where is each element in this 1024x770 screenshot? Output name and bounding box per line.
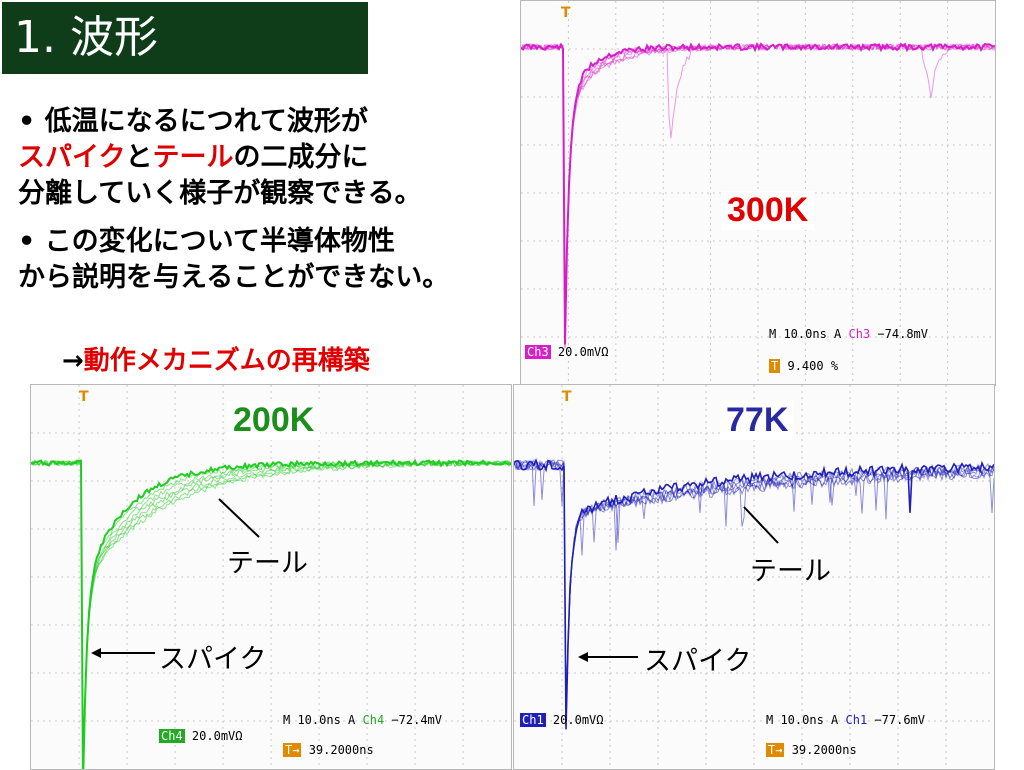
trigger-mode-77k: A — [831, 713, 839, 727]
extra-readout-300k: T 9.400 % — [769, 359, 838, 373]
trigger-ch-77k: Ch1 — [845, 713, 868, 727]
bullet-1-line3: 分離していく様子が観察できる。 — [18, 178, 422, 209]
trace-300k — [521, 42, 995, 345]
oscilloscope-300k: T 300K Ch3 20.0mVΩ M 10.0ns A Ch3 −74.8m… — [520, 0, 996, 386]
spike-term: スパイク — [18, 142, 126, 173]
trace-300k — [521, 43, 995, 348]
channel-readout-200k: Ch4 20.0mVΩ — [159, 729, 243, 743]
trace-300k — [521, 43, 995, 348]
trigger-position-icon: T — [561, 5, 571, 21]
ch-scale-200k: 20.0mVΩ — [191, 729, 243, 743]
trace-300k — [521, 43, 995, 348]
bullet-1-rest: の二成分に — [233, 142, 369, 173]
scope-77k-plot: T — [514, 385, 994, 769]
channel-readout-77k: Ch1 20.0mVΩ — [520, 713, 604, 727]
timebase-readout-300k: M 10.0ns A Ch3 −74.8mV — [769, 327, 928, 341]
temp-label-77k: 77K — [720, 401, 795, 440]
trace-300k — [521, 42, 995, 345]
tail-pointer-arrow — [743, 506, 779, 544]
slide-title: 1. 波形 — [2, 2, 368, 74]
extra-value-200k: 39.2000ns — [308, 743, 374, 757]
trigger-marker-icon: T→ — [283, 743, 302, 757]
trace-200k — [31, 460, 511, 769]
oscilloscope-77k: T 77K テール スパイク Ch1 20.0mVΩ M 10.0ns A Ch… — [513, 384, 995, 770]
trace-77k — [514, 459, 994, 725]
trigger-mode-200k: A — [348, 713, 356, 727]
trigger-mode-300k: A — [834, 327, 842, 341]
bullet-1: • 低温になるにつれて波形が スパイクとテールの二成分に 分離していく様子が観察… — [18, 106, 422, 209]
arrow-icon: → — [62, 346, 84, 376]
scope-grid — [31, 385, 511, 769]
timebase-300k: M 10.0ns — [769, 327, 827, 341]
oscilloscope-200k: T 200K テール スパイク Ch4 20.0mVΩ M 10.0ns A C… — [30, 384, 512, 770]
arrowhead-icon — [91, 648, 101, 658]
tail-pointer-arrow — [218, 498, 260, 538]
trace-200k — [31, 459, 511, 769]
arrowhead-icon — [578, 652, 588, 662]
bullet-1-conj: と — [125, 142, 153, 173]
trigger-level-77k: −77.6mV — [874, 713, 925, 727]
trace-200k — [31, 459, 511, 769]
spike-label-77k: スパイク — [644, 646, 752, 677]
ch-badge-200k: Ch4 — [159, 729, 185, 743]
channel-readout-300k: Ch3 20.0mVΩ — [525, 345, 609, 359]
trigger-marker-icon: T→ — [766, 743, 785, 757]
extra-value-77k: 39.2000ns — [791, 743, 857, 757]
temp-label-200k: 200K — [227, 401, 321, 440]
ch-scale-300k: 20.0mVΩ — [557, 345, 609, 359]
tail-label-200k: テール — [227, 548, 308, 579]
trace-77k — [514, 459, 994, 730]
spike-label-200k: スパイク — [159, 644, 267, 675]
trace-300k — [521, 41, 995, 345]
conclusion: →動作メカニズムの再構築 — [62, 340, 370, 377]
trigger-level-300k: −74.8mV — [877, 327, 928, 341]
bullet-1-line1: 低温になるにつれて波形が — [44, 106, 368, 137]
scope-300k-plot: T — [521, 1, 995, 385]
bullet-2: • この変化について半導体物性 から説明を与えることができない。 — [18, 226, 450, 293]
extra-readout-77k: T→ 39.2000ns — [766, 743, 857, 757]
temp-label-300k: 300K — [721, 191, 815, 230]
trigger-ch-300k: Ch3 — [848, 327, 871, 341]
trace-77k — [514, 459, 994, 722]
trigger-level-200k: −72.4mV — [391, 713, 442, 727]
scope-200k-plot: T — [31, 385, 511, 769]
tail-term: テール — [152, 142, 234, 173]
trigger-ch-200k: Ch4 — [362, 713, 385, 727]
trigger-marker-icon: T — [769, 359, 781, 373]
timebase-77k: M 10.0ns — [766, 713, 824, 727]
timebase-readout-77k: M 10.0ns A Ch1 −77.6mV — [766, 713, 925, 727]
bullet-list: • 低温になるにつれて波形が スパイクとテールの二成分に 分離していく様子が観察… — [18, 104, 518, 308]
bullet-2-line2: から説明を与えることができない。 — [18, 262, 450, 293]
scope-grid — [521, 1, 995, 385]
trigger-position-icon: T — [79, 389, 89, 405]
tail-label-77k: テール — [750, 556, 831, 587]
timebase-200k: M 10.0ns — [283, 713, 341, 727]
conclusion-text: 動作メカニズムの再構築 — [83, 346, 370, 376]
timebase-readout-200k: M 10.0ns A Ch4 −72.4mV — [283, 713, 442, 727]
scope-grid — [514, 385, 994, 769]
ch-scale-77k: 20.0mVΩ — [552, 713, 604, 727]
extra-value-300k: 9.400 % — [787, 359, 839, 373]
extra-readout-200k: T→ 39.2000ns — [283, 743, 374, 757]
ch-badge-77k: Ch1 — [520, 713, 546, 727]
ch-badge-300k: Ch3 — [525, 345, 551, 359]
trigger-position-icon: T — [562, 389, 572, 405]
bullet-2-line1: この変化について半導体物性 — [44, 226, 395, 257]
